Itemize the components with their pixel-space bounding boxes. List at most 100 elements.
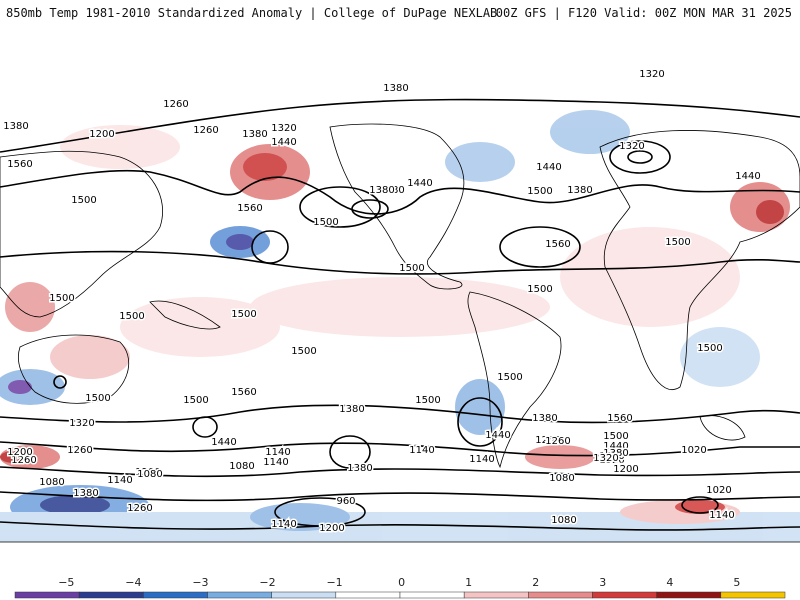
contour-label: 1500: [49, 293, 74, 304]
high-pressure-contour: [499, 226, 581, 268]
contour-label: 1260: [67, 445, 92, 456]
contour-label: 1200: [135, 467, 160, 478]
contour-label: 1260: [127, 503, 152, 514]
colorbar-label: 4: [666, 576, 673, 589]
contour-label: 1500: [415, 395, 440, 406]
contour-label: 1500: [313, 217, 338, 228]
contour-label: 1140: [409, 445, 434, 456]
contour-label: 1260: [193, 125, 218, 136]
contour-label: 1320: [619, 141, 644, 152]
colorbar-band: [656, 591, 722, 599]
contour-label: 1260: [11, 455, 36, 466]
low-pressure-contour: [329, 435, 371, 469]
contour-label: 1140: [469, 454, 494, 465]
contour-label: 1200: [7, 447, 32, 458]
low-pressure-contour: [192, 416, 218, 438]
model-run-info: 00Z GFS | F120 Valid: 00Z MON MAR 31 202…: [495, 6, 792, 20]
contour-label: 1500: [497, 372, 522, 383]
contour-label: 1500: [231, 309, 256, 320]
warm-anomaly: [50, 335, 130, 379]
contour-label: 1380: [603, 448, 628, 459]
low-pressure-contour: [457, 397, 503, 447]
south-america-coast: [467, 291, 562, 469]
cold-anomaly: [226, 234, 254, 250]
contour-label: 1140: [263, 457, 288, 468]
indonesia-coast: [149, 300, 221, 330]
warm-anomaly: [5, 282, 55, 332]
contour-label: 1440: [735, 171, 760, 182]
contour-label: 1500: [603, 431, 628, 442]
cold-anomaly: [455, 379, 505, 435]
colorbar-label: −5: [58, 576, 74, 589]
north-america-coast: [329, 123, 465, 290]
colorbar-band: [335, 591, 401, 599]
contour-label: 1560: [545, 239, 570, 250]
low-pressure-contour: [299, 186, 381, 228]
colorbar-band: [143, 591, 208, 599]
contour-label: 1080: [137, 469, 162, 480]
cold-anomaly: [550, 110, 630, 154]
contour-label: 1320: [69, 418, 94, 429]
coastlines: [0, 123, 800, 543]
contour-label: 1080: [229, 461, 254, 472]
contour-label: 1380: [379, 185, 404, 196]
height-contour: [0, 466, 800, 478]
warm-anomaly: [60, 125, 180, 169]
low-pressure-contour: [609, 140, 671, 174]
colorbar-band: [528, 591, 593, 599]
contour-label: 1440: [485, 430, 510, 441]
contour-label: 1560: [7, 159, 32, 170]
cold-anomaly: [40, 495, 110, 515]
contour-label: 1320: [599, 455, 624, 466]
contour-label: 1020: [706, 485, 731, 496]
warm-anomaly: [250, 277, 550, 337]
contour-label: 1080: [551, 515, 576, 526]
contour-label: 1560: [231, 387, 256, 398]
colorbar-band: [78, 591, 144, 599]
contour-label: 1500: [527, 284, 552, 295]
contour-label: 1380: [242, 129, 267, 140]
contour-label: 1320: [639, 69, 664, 80]
contour-label: 1260: [535, 435, 560, 446]
colorbar-band: [271, 591, 337, 599]
contour-label: 1080: [549, 473, 574, 484]
contour-label: 1380: [369, 185, 394, 196]
height-contour: [0, 250, 800, 275]
contour-label: 1320: [593, 453, 618, 464]
contour-label: 1560: [237, 203, 262, 214]
colorbar-band: [720, 591, 786, 599]
contour-label: 1380: [73, 488, 98, 499]
contour-label: 1440: [407, 178, 432, 189]
colorbar-band: [207, 591, 272, 599]
contour-label: 1380: [339, 404, 364, 415]
contour-label: 1500: [119, 311, 144, 322]
contour-label: 1140: [271, 519, 296, 530]
contour-label: 1140: [709, 510, 734, 521]
low-pressure-contour: [681, 496, 719, 514]
cold-anomaly: [445, 142, 515, 182]
low-pressure-contour: [274, 497, 366, 527]
contour-label: 1200: [89, 129, 114, 140]
contour-label: 1380: [3, 121, 28, 132]
height-contour: [0, 441, 800, 457]
high-pressure-contour: [53, 375, 67, 389]
low-pressure-contour: [351, 199, 389, 219]
cold-anomaly: [0, 369, 65, 405]
contour-label: 1080: [39, 477, 64, 488]
cold-anomaly: [8, 380, 32, 394]
contour-label: 1140: [107, 475, 132, 486]
warm-anomaly: [756, 200, 784, 224]
contour-label: 1500: [697, 343, 722, 354]
low-pressure-contour: [627, 150, 653, 164]
contour-label: 1500: [291, 346, 316, 357]
colorbar-label: 2: [532, 576, 539, 589]
new-zealand-coast: [699, 415, 746, 441]
contour-label: 1320: [599, 451, 624, 462]
africa-europe-coast: [599, 130, 800, 390]
colorbar-label: −3: [192, 576, 208, 589]
height-contour: [0, 521, 800, 531]
australia-coast: [18, 334, 129, 404]
colorbar-band: [399, 591, 465, 599]
contour-label: 1380: [532, 413, 557, 424]
colorbar-label: −2: [259, 576, 275, 589]
